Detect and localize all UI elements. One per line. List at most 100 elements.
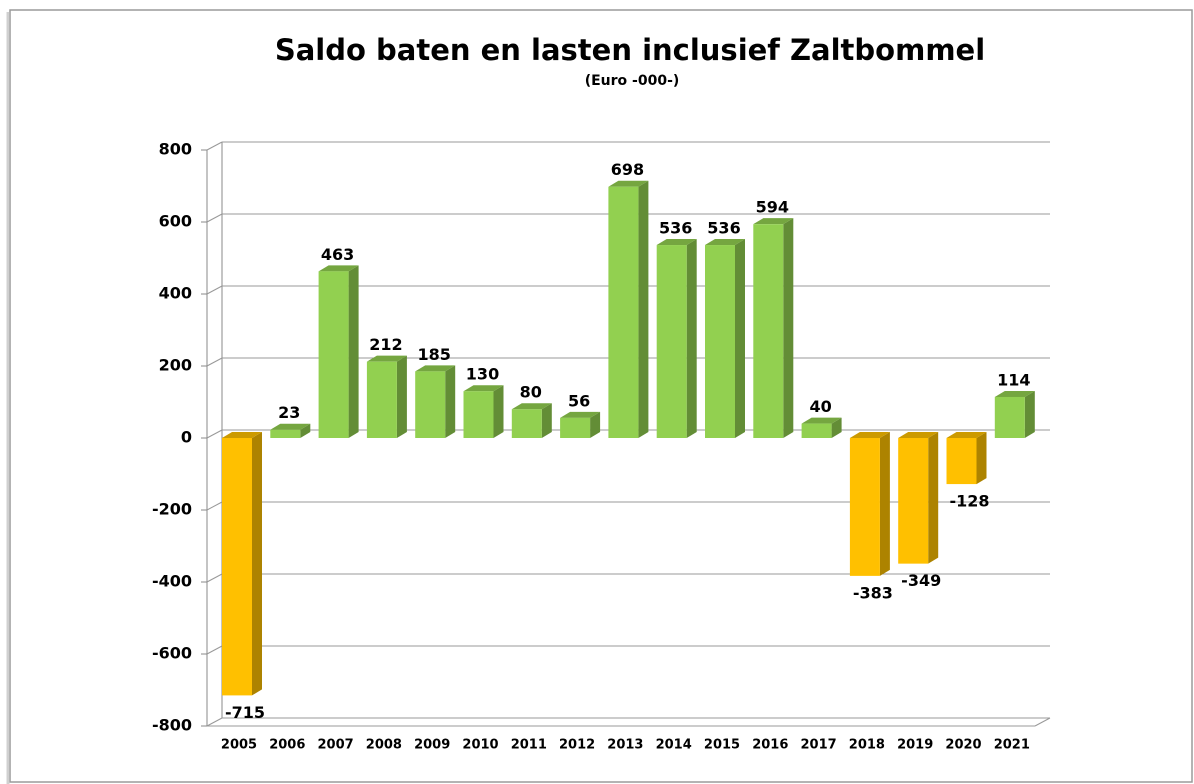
bar-top xyxy=(560,411,601,418)
bar-top xyxy=(222,432,262,438)
grid-line xyxy=(206,213,223,223)
bar-side xyxy=(1024,390,1035,438)
bar-side xyxy=(541,403,552,438)
data-label: -715 xyxy=(225,703,265,722)
bar-top xyxy=(656,239,697,246)
bar-top xyxy=(415,365,456,372)
y-tick-label: -800 xyxy=(152,716,192,735)
bar-top xyxy=(946,432,987,438)
bar-side xyxy=(928,432,939,564)
grid-line xyxy=(206,573,223,583)
y-tick-label: -400 xyxy=(152,572,192,591)
x-tick-label: 2006 xyxy=(269,738,305,753)
bar-top xyxy=(463,385,504,392)
data-label: 698 xyxy=(611,160,644,179)
grid-line xyxy=(206,141,223,151)
x-tick-label: 2015 xyxy=(704,738,740,753)
grid-line xyxy=(206,285,223,295)
bar-side xyxy=(638,180,649,438)
bar-side xyxy=(831,417,842,438)
y-tick-label: 200 xyxy=(159,356,192,375)
data-label: 56 xyxy=(568,391,590,410)
y-tick-label: 0 xyxy=(181,428,192,447)
bar xyxy=(608,186,639,438)
x-tick-label: 2017 xyxy=(801,738,837,753)
grid-line xyxy=(206,357,223,367)
x-tick-label: 2008 xyxy=(366,738,402,753)
x-tick-label: 2012 xyxy=(559,738,595,753)
bar-side xyxy=(879,432,890,576)
data-label: 185 xyxy=(417,345,450,364)
x-tick-label: 2013 xyxy=(607,738,643,753)
y-tick-label: 400 xyxy=(159,284,192,303)
chart-subtitle: (Euro -000-) xyxy=(585,73,680,89)
data-label: 80 xyxy=(520,383,542,402)
data-label: -349 xyxy=(901,571,941,590)
bar xyxy=(801,423,832,438)
x-tick-label: 2018 xyxy=(849,738,885,753)
bar xyxy=(270,429,301,438)
x-tick-label: 2011 xyxy=(511,738,547,753)
bar-side xyxy=(976,432,987,485)
floor-edge xyxy=(1034,717,1051,727)
data-label: 536 xyxy=(659,219,692,238)
data-label: 130 xyxy=(466,365,499,384)
bar-top xyxy=(608,180,649,187)
bar-side xyxy=(493,385,504,438)
bar-side xyxy=(686,239,697,438)
bar-side xyxy=(252,432,262,696)
y-tick-label: 800 xyxy=(159,140,192,159)
bar xyxy=(898,438,929,564)
data-label: 114 xyxy=(997,370,1030,389)
bar xyxy=(656,245,687,438)
y-tick-label: -200 xyxy=(152,500,192,519)
bar xyxy=(946,438,977,485)
bar xyxy=(366,361,397,438)
chart-title: Saldo baten en lasten inclusief Zaltbomm… xyxy=(275,33,985,67)
bar-top xyxy=(366,355,407,362)
data-label: 23 xyxy=(278,403,300,422)
x-tick-label: 2009 xyxy=(414,738,450,753)
bar xyxy=(318,271,349,438)
bar-top xyxy=(511,403,552,410)
x-tick-label: 2005 xyxy=(221,738,257,753)
bar xyxy=(463,391,494,438)
bar xyxy=(849,438,880,576)
bar-side xyxy=(735,239,745,438)
x-tick-label: 2014 xyxy=(656,738,692,753)
bar-side xyxy=(445,365,456,438)
bar-top xyxy=(753,218,794,225)
x-tick-label: 2019 xyxy=(897,738,933,753)
bar-top xyxy=(994,390,1035,397)
data-label: 212 xyxy=(369,335,402,354)
bar-side xyxy=(783,218,794,438)
bar xyxy=(705,245,735,438)
y-tick-label: 600 xyxy=(159,212,192,231)
x-tick-label: 2020 xyxy=(945,738,981,753)
data-label: 594 xyxy=(756,198,789,217)
bar xyxy=(560,417,591,438)
bar-top xyxy=(318,265,359,272)
bar-top xyxy=(898,432,939,438)
grid-line xyxy=(206,429,223,439)
x-tick-label: 2010 xyxy=(462,738,498,753)
bar xyxy=(753,224,784,438)
x-tick-label: 2007 xyxy=(318,738,354,753)
bar-top xyxy=(801,417,842,424)
data-label: 536 xyxy=(707,219,740,238)
bar-side xyxy=(396,355,407,438)
bar xyxy=(994,396,1025,438)
bar xyxy=(415,371,446,438)
data-label: -383 xyxy=(853,583,893,602)
grid-line xyxy=(206,717,223,727)
grid-line xyxy=(206,645,223,655)
y-tick-label: -600 xyxy=(152,644,192,663)
bar-side xyxy=(348,265,359,438)
bar-top xyxy=(849,432,890,438)
data-label: 463 xyxy=(321,245,354,264)
bar xyxy=(222,438,252,696)
grid-line xyxy=(206,501,223,511)
bar-top xyxy=(705,239,745,246)
x-tick-label: 2016 xyxy=(752,738,788,753)
